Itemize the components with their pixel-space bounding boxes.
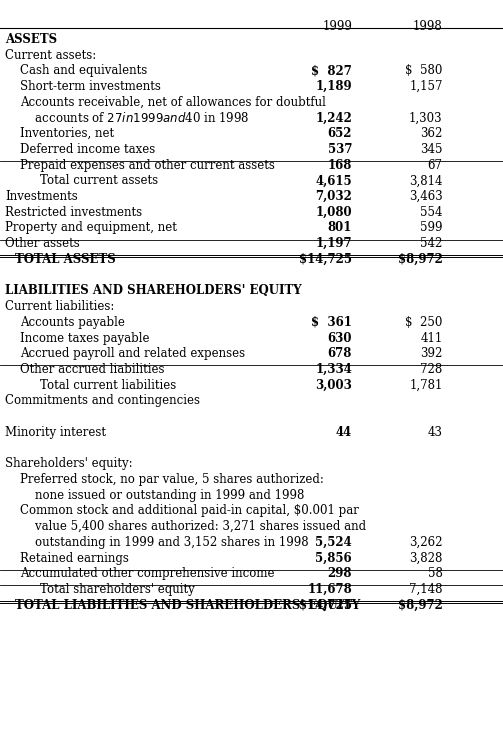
Text: LIABILITIES AND SHAREHOLDERS' EQUITY: LIABILITIES AND SHAREHOLDERS' EQUITY: [5, 284, 302, 298]
Text: TOTAL LIABILITIES AND SHAREHOLDERS' EQUITY: TOTAL LIABILITIES AND SHAREHOLDERS' EQUI…: [15, 599, 360, 612]
Text: 411: 411: [421, 331, 443, 344]
Text: 3,828: 3,828: [409, 551, 443, 564]
Text: 44: 44: [336, 425, 352, 439]
Text: 43: 43: [428, 425, 443, 439]
Text: Preferred stock, no par value, 5 shares authorized:: Preferred stock, no par value, 5 shares …: [20, 473, 324, 486]
Text: 7,032: 7,032: [315, 190, 352, 203]
Text: 1,197: 1,197: [315, 237, 352, 250]
Text: 3,463: 3,463: [409, 190, 443, 203]
Text: $  361: $ 361: [311, 316, 352, 329]
Text: 1,080: 1,080: [315, 205, 352, 219]
Text: Accounts payable: Accounts payable: [20, 316, 125, 329]
Text: $  580: $ 580: [405, 64, 443, 77]
Text: 5,524: 5,524: [315, 536, 352, 549]
Text: Inventories, net: Inventories, net: [20, 127, 114, 140]
Text: Accounts receivable, net of allowances for doubtful: Accounts receivable, net of allowances f…: [20, 96, 326, 109]
Text: $8,972: $8,972: [398, 253, 443, 266]
Text: 1998: 1998: [413, 20, 443, 34]
Text: 3,262: 3,262: [409, 536, 443, 549]
Text: Current liabilities:: Current liabilities:: [5, 300, 114, 313]
Text: Prepaid expenses and other current assets: Prepaid expenses and other current asset…: [20, 159, 275, 172]
Text: Income taxes payable: Income taxes payable: [20, 331, 149, 344]
Text: 554: 554: [420, 205, 443, 219]
Text: Investments: Investments: [5, 190, 78, 203]
Text: ASSETS: ASSETS: [5, 33, 57, 46]
Text: outstanding in 1999 and 3,152 shares in 1998: outstanding in 1999 and 3,152 shares in …: [20, 536, 309, 549]
Text: 801: 801: [328, 221, 352, 235]
Text: 599: 599: [420, 221, 443, 235]
Text: Deferred income taxes: Deferred income taxes: [20, 143, 155, 156]
Text: 1999: 1999: [322, 20, 352, 34]
Text: 1,781: 1,781: [409, 379, 443, 392]
Text: 67: 67: [428, 159, 443, 172]
Text: 4,615: 4,615: [315, 174, 352, 187]
Text: 630: 630: [327, 331, 352, 344]
Text: 1,303: 1,303: [409, 111, 443, 124]
Text: 345: 345: [420, 143, 443, 156]
Text: $14,725: $14,725: [299, 599, 352, 612]
Text: Other assets: Other assets: [5, 237, 80, 250]
Text: Retained earnings: Retained earnings: [20, 551, 129, 564]
Text: Total shareholders' equity: Total shareholders' equity: [40, 583, 195, 596]
Text: TOTAL ASSETS: TOTAL ASSETS: [15, 253, 116, 266]
Text: Cash and equivalents: Cash and equivalents: [20, 64, 147, 77]
Text: 1,334: 1,334: [315, 363, 352, 376]
Text: 1,242: 1,242: [315, 111, 352, 124]
Text: Accumulated other comprehensive income: Accumulated other comprehensive income: [20, 567, 275, 580]
Text: $14,725: $14,725: [299, 253, 352, 266]
Text: 362: 362: [421, 127, 443, 140]
Text: 7,148: 7,148: [409, 583, 443, 596]
Text: Other accrued liabilities: Other accrued liabilities: [20, 363, 164, 376]
Text: $  827: $ 827: [311, 64, 352, 77]
Text: 5,856: 5,856: [315, 551, 352, 564]
Text: 728: 728: [421, 363, 443, 376]
Text: 58: 58: [428, 567, 443, 580]
Text: Short-term investments: Short-term investments: [20, 80, 161, 93]
Text: accounts of $27 in 1999 and $40 in 1998: accounts of $27 in 1999 and $40 in 1998: [20, 111, 249, 126]
Text: Shareholders' equity:: Shareholders' equity:: [5, 457, 133, 470]
Text: 542: 542: [421, 237, 443, 250]
Text: 1,189: 1,189: [315, 80, 352, 93]
Text: 537: 537: [327, 143, 352, 156]
Text: Total current liabilities: Total current liabilities: [40, 379, 177, 392]
Text: 168: 168: [328, 159, 352, 172]
Text: Property and equipment, net: Property and equipment, net: [5, 221, 177, 235]
Text: 3,003: 3,003: [315, 379, 352, 392]
Text: 298: 298: [327, 567, 352, 580]
Text: $8,972: $8,972: [398, 599, 443, 612]
Text: Current assets:: Current assets:: [5, 48, 96, 61]
Text: 3,814: 3,814: [409, 174, 443, 187]
Text: Restricted investments: Restricted investments: [5, 205, 142, 219]
Text: 1,157: 1,157: [409, 80, 443, 93]
Text: Minority interest: Minority interest: [5, 425, 106, 439]
Text: 652: 652: [327, 127, 352, 140]
Text: value 5,400 shares authorized: 3,271 shares issued and: value 5,400 shares authorized: 3,271 sha…: [20, 520, 366, 533]
Text: 11,678: 11,678: [307, 583, 352, 596]
Text: Common stock and additional paid-in capital, $0.001 par: Common stock and additional paid-in capi…: [20, 504, 359, 518]
Text: 392: 392: [421, 347, 443, 360]
Text: Total current assets: Total current assets: [40, 174, 158, 187]
Text: Accrued payroll and related expenses: Accrued payroll and related expenses: [20, 347, 245, 360]
Text: none issued or outstanding in 1999 and 1998: none issued or outstanding in 1999 and 1…: [20, 488, 304, 501]
Text: 678: 678: [328, 347, 352, 360]
Text: Commitments and contingencies: Commitments and contingencies: [5, 394, 200, 407]
Text: $  250: $ 250: [405, 316, 443, 329]
